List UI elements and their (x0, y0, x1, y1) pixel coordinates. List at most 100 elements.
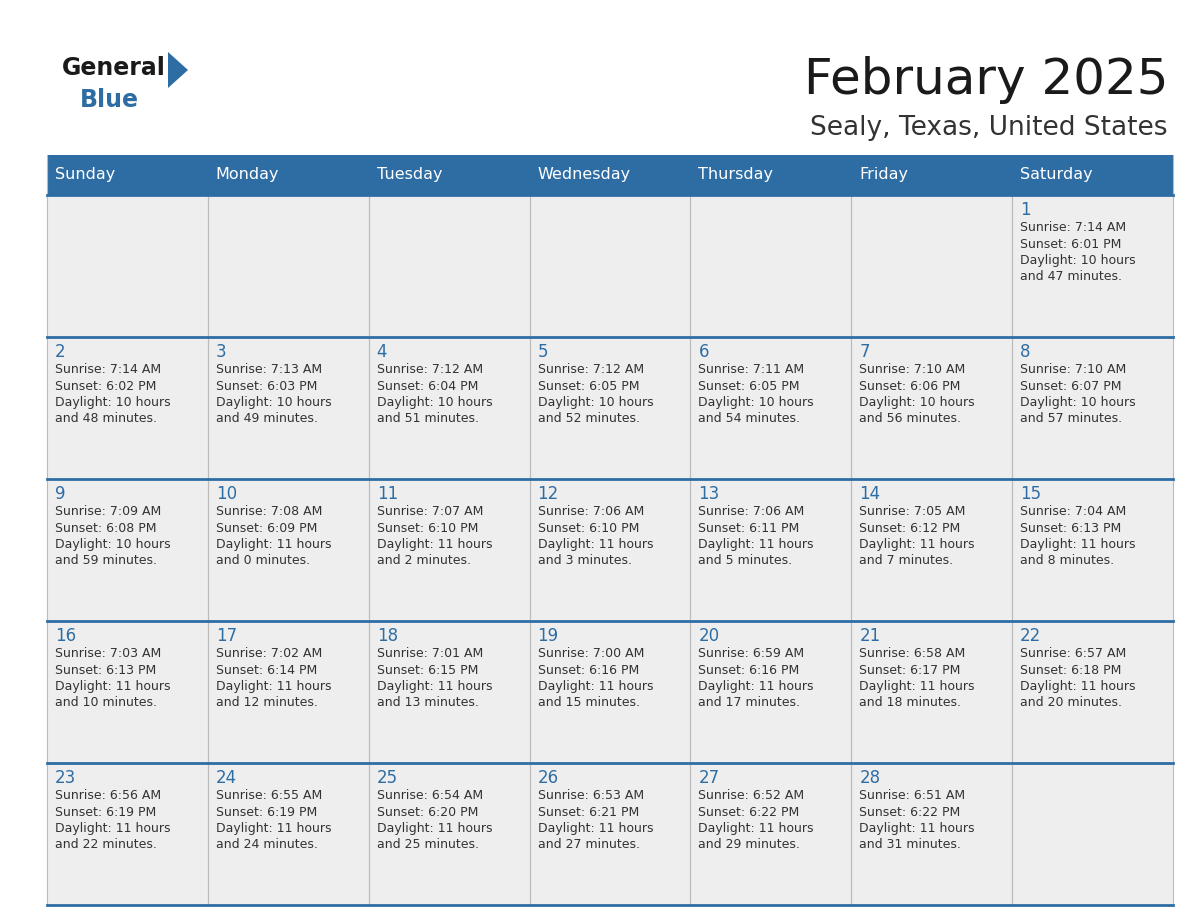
Text: Daylight: 11 hours: Daylight: 11 hours (216, 538, 331, 551)
Bar (48, 763, 208, 905)
Text: Daylight: 11 hours: Daylight: 11 hours (55, 680, 171, 693)
Text: and 3 minutes.: and 3 minutes. (538, 554, 632, 567)
Text: Daylight: 11 hours: Daylight: 11 hours (55, 822, 171, 835)
Text: Sunrise: 7:06 AM: Sunrise: 7:06 AM (538, 505, 644, 518)
Text: 27: 27 (699, 769, 720, 787)
Bar (48, 621, 208, 763)
Text: Daylight: 11 hours: Daylight: 11 hours (699, 538, 814, 551)
Text: and 47 minutes.: and 47 minutes. (1020, 271, 1123, 284)
Bar (690, 155, 852, 195)
Text: Sunset: 6:13 PM: Sunset: 6:13 PM (1020, 521, 1121, 534)
Bar (368, 195, 530, 337)
Text: Daylight: 11 hours: Daylight: 11 hours (377, 822, 492, 835)
Text: Sunrise: 7:10 AM: Sunrise: 7:10 AM (859, 363, 966, 376)
Text: and 51 minutes.: and 51 minutes. (377, 412, 479, 426)
Polygon shape (168, 52, 188, 88)
Text: Thursday: Thursday (699, 167, 773, 183)
Text: Sunrise: 7:12 AM: Sunrise: 7:12 AM (538, 363, 644, 376)
Text: Sunrise: 7:00 AM: Sunrise: 7:00 AM (538, 647, 644, 660)
Text: 4: 4 (377, 343, 387, 361)
Bar (1012, 337, 1173, 479)
Bar (48, 195, 208, 337)
Text: 8: 8 (1020, 343, 1031, 361)
Text: 7: 7 (859, 343, 870, 361)
Text: and 12 minutes.: and 12 minutes. (216, 697, 317, 710)
Text: Sunset: 6:02 PM: Sunset: 6:02 PM (55, 379, 157, 393)
Text: and 2 minutes.: and 2 minutes. (377, 554, 470, 567)
Bar (48, 155, 208, 195)
Text: Daylight: 10 hours: Daylight: 10 hours (377, 396, 492, 409)
Bar (208, 155, 368, 195)
Text: Daylight: 10 hours: Daylight: 10 hours (699, 396, 814, 409)
Text: Sunrise: 7:05 AM: Sunrise: 7:05 AM (859, 505, 966, 518)
Bar (852, 479, 1012, 621)
Text: 23: 23 (55, 769, 76, 787)
Text: Sunrise: 6:56 AM: Sunrise: 6:56 AM (55, 789, 162, 802)
Text: Sunset: 6:22 PM: Sunset: 6:22 PM (699, 805, 800, 819)
Text: Wednesday: Wednesday (538, 167, 631, 183)
Text: 24: 24 (216, 769, 236, 787)
Text: Sunset: 6:14 PM: Sunset: 6:14 PM (216, 664, 317, 677)
Text: 6: 6 (699, 343, 709, 361)
Text: 14: 14 (859, 485, 880, 503)
Bar (208, 763, 368, 905)
Bar (368, 337, 530, 479)
Text: and 5 minutes.: and 5 minutes. (699, 554, 792, 567)
Text: 11: 11 (377, 485, 398, 503)
Text: 9: 9 (55, 485, 65, 503)
Text: Daylight: 11 hours: Daylight: 11 hours (538, 538, 653, 551)
Text: 15: 15 (1020, 485, 1041, 503)
Text: Sunset: 6:22 PM: Sunset: 6:22 PM (859, 805, 961, 819)
Bar (530, 479, 690, 621)
Text: and 59 minutes.: and 59 minutes. (55, 554, 157, 567)
Bar (208, 479, 368, 621)
Text: Sunday: Sunday (55, 167, 115, 183)
Bar (368, 763, 530, 905)
Bar (208, 621, 368, 763)
Bar (530, 763, 690, 905)
Text: General: General (62, 56, 166, 80)
Text: Sunset: 6:16 PM: Sunset: 6:16 PM (699, 664, 800, 677)
Text: Sunset: 6:12 PM: Sunset: 6:12 PM (859, 521, 961, 534)
Text: 17: 17 (216, 627, 236, 645)
Text: Sunrise: 7:09 AM: Sunrise: 7:09 AM (55, 505, 162, 518)
Text: Daylight: 10 hours: Daylight: 10 hours (216, 396, 331, 409)
Text: 22: 22 (1020, 627, 1042, 645)
Text: Sunset: 6:05 PM: Sunset: 6:05 PM (699, 379, 800, 393)
Text: Sunrise: 6:54 AM: Sunrise: 6:54 AM (377, 789, 482, 802)
Text: Sunrise: 6:58 AM: Sunrise: 6:58 AM (859, 647, 966, 660)
Text: Sunrise: 7:11 AM: Sunrise: 7:11 AM (699, 363, 804, 376)
Bar (690, 195, 852, 337)
Text: Daylight: 11 hours: Daylight: 11 hours (859, 680, 975, 693)
Text: Sunset: 6:16 PM: Sunset: 6:16 PM (538, 664, 639, 677)
Text: Daylight: 10 hours: Daylight: 10 hours (55, 396, 171, 409)
Text: Sunset: 6:11 PM: Sunset: 6:11 PM (699, 521, 800, 534)
Text: Daylight: 11 hours: Daylight: 11 hours (377, 538, 492, 551)
Bar (1012, 621, 1173, 763)
Text: Friday: Friday (859, 167, 909, 183)
Text: Daylight: 11 hours: Daylight: 11 hours (699, 680, 814, 693)
Bar (852, 195, 1012, 337)
Bar (208, 337, 368, 479)
Text: 2: 2 (55, 343, 65, 361)
Text: Daylight: 11 hours: Daylight: 11 hours (216, 822, 331, 835)
Text: and 13 minutes.: and 13 minutes. (377, 697, 479, 710)
Text: Daylight: 10 hours: Daylight: 10 hours (1020, 396, 1136, 409)
Bar (852, 337, 1012, 479)
Text: and 31 minutes.: and 31 minutes. (859, 838, 961, 852)
Text: Daylight: 11 hours: Daylight: 11 hours (377, 680, 492, 693)
Text: 28: 28 (859, 769, 880, 787)
Bar (852, 155, 1012, 195)
Text: 21: 21 (859, 627, 880, 645)
Text: Sunrise: 7:04 AM: Sunrise: 7:04 AM (1020, 505, 1126, 518)
Text: Sunset: 6:05 PM: Sunset: 6:05 PM (538, 379, 639, 393)
Text: and 7 minutes.: and 7 minutes. (859, 554, 954, 567)
Text: 1: 1 (1020, 201, 1031, 219)
Text: and 20 minutes.: and 20 minutes. (1020, 697, 1123, 710)
Text: 13: 13 (699, 485, 720, 503)
Text: Sunset: 6:19 PM: Sunset: 6:19 PM (216, 805, 317, 819)
Bar (690, 621, 852, 763)
Text: and 17 minutes.: and 17 minutes. (699, 697, 801, 710)
Bar (690, 763, 852, 905)
Bar (852, 763, 1012, 905)
